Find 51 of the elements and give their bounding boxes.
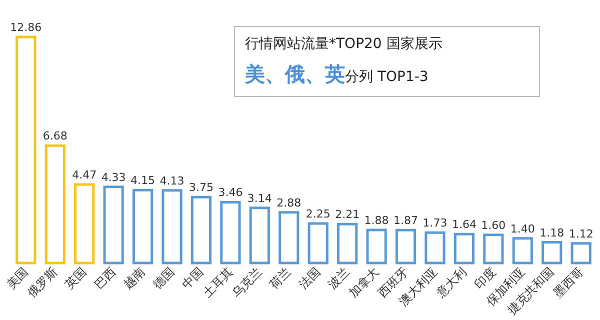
data-label: 4.47 [72,168,97,182]
data-label: 3.75 [188,181,214,194]
data-label: 1.73 [422,216,448,230]
data-label: 2.21 [335,208,360,222]
data-label: 2.25 [306,207,330,220]
data-label: 1.60 [481,218,506,232]
bar [249,206,270,264]
text-box: 行情网站流量*TOP20 国家展示 美、俄、英分列 TOP1-3 [234,26,540,97]
data-label: 4.13 [160,174,184,188]
bar [44,144,66,264]
x-tick-label: 巴西 [92,264,119,292]
x-tick-label: 德国 [150,264,177,292]
annotation: 美、俄、英 [245,62,345,86]
bar [395,228,416,264]
bar [220,200,241,264]
bar [483,234,504,264]
bar [337,222,358,264]
x-tick-label: 荷兰 [266,264,294,292]
x-tick-label: 法国 [296,264,324,292]
x-tick-label: 中国 [179,264,206,292]
data-label: 1.88 [364,214,389,227]
data-label: 4.33 [101,170,126,184]
bar [103,186,124,264]
bar [366,228,387,264]
bar [162,189,182,264]
data-label: 4.15 [130,174,156,188]
bar [190,196,212,264]
bar [278,211,300,264]
data-label: 12.86 [10,21,42,34]
bar [570,242,592,264]
annotation: 行情网站流量*TOP20 国家展示 [245,35,444,53]
data-label: 6.68 [42,130,68,143]
bar [132,188,154,264]
x-tick-label: 英国 [62,264,90,292]
data-label: 2.88 [276,196,302,210]
data-label: 1.12 [568,227,594,240]
x-tick-label: 越南 [120,264,148,292]
data-label: 1.18 [540,226,564,240]
bar [512,237,533,264]
bar [16,36,36,264]
data-label: 3.46 [218,186,243,200]
data-label: 1.64 [452,218,476,232]
data-label: 3.14 [247,192,272,205]
bar [424,231,446,264]
bar [74,183,95,264]
bar [542,241,562,264]
bar [454,232,475,264]
bar [308,222,328,264]
annotation: 分列 TOP1-3 [345,69,428,85]
data-label: 1.40 [510,222,535,236]
data-label: 1.87 [394,214,418,228]
